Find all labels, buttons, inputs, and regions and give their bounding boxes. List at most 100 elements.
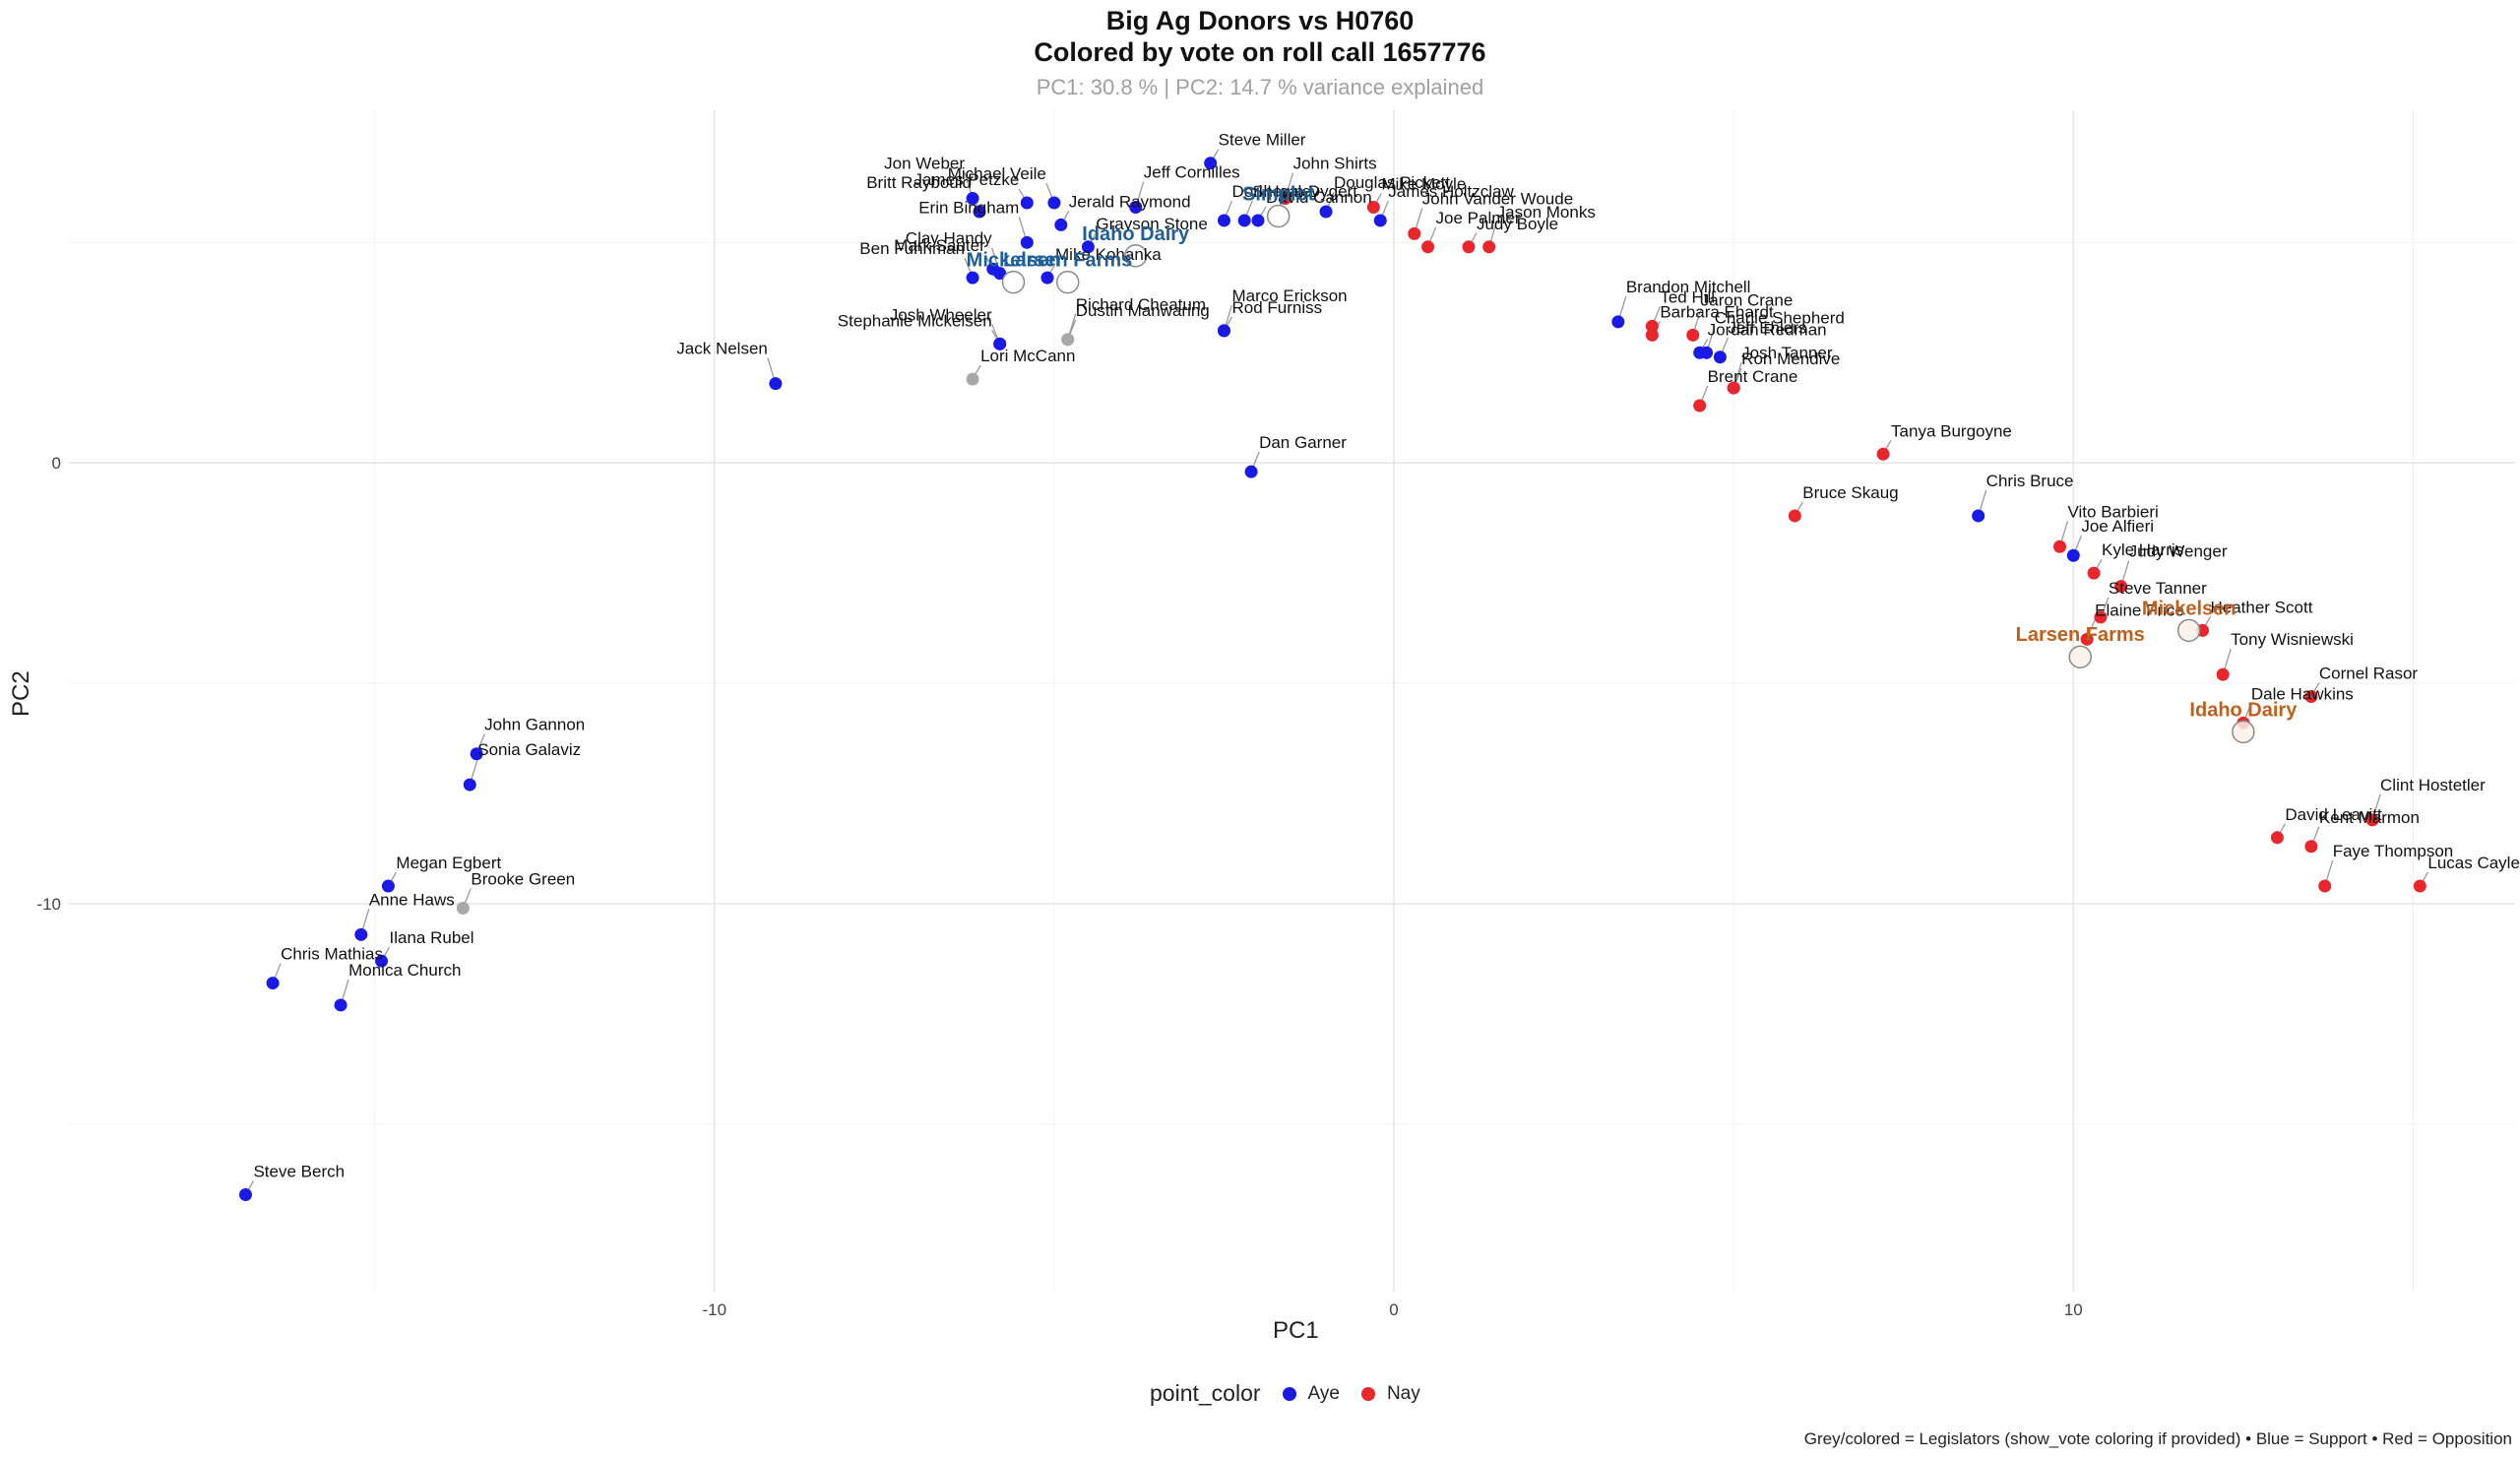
label-dan-garner: Dan Garner [1259, 433, 1347, 452]
grid-lines [69, 110, 2515, 1292]
point-jack-nelsen [769, 377, 783, 391]
point-chris-bruce [1972, 509, 1985, 523]
label-brent-crane: Brent Crane [1708, 367, 1798, 386]
label-john-vander-woude: John Vander Woude [1422, 189, 1573, 208]
point-douglas-pickett [1319, 205, 1333, 219]
point-david-leavitt [2270, 831, 2284, 845]
legend-nay-label: Nay [1386, 1382, 1420, 1404]
label-josh-wheeler: Josh Wheeler [890, 305, 992, 324]
label-james-petzke: James Petzke [914, 170, 1020, 189]
label-john-gannon: John Gannon [484, 716, 585, 734]
point-lucas-cayler [2413, 879, 2426, 893]
label-monica-church: Monica Church [348, 961, 461, 980]
point-elaine-price [2080, 632, 2094, 646]
label-shawn-dygert: Shawn Dygert [1252, 182, 1357, 201]
legend-aye-label: Aye [1307, 1382, 1340, 1404]
donor-point-idaho-dairy [1123, 244, 1148, 268]
label-steve-tanner: Steve Tanner [2109, 579, 2207, 598]
point-jerald-raymond [1054, 218, 1068, 231]
label-elaine-price: Elaine Price [2095, 601, 2184, 619]
legend-item-aye: Aye [1282, 1382, 1340, 1405]
label-dori-healey: Dori Healey [1231, 182, 1319, 201]
label-mike-kohanka: Mike Kohanka [1055, 245, 1162, 264]
label-brooke-green: Brooke Green [471, 869, 575, 888]
point-anne-haws [354, 927, 368, 941]
point-brandon-mitchell [1611, 315, 1625, 329]
label-ben-fuhriman: Ben Fuhriman [859, 239, 965, 258]
label-sonia-galaviz: Sonia Galaviz [477, 740, 581, 759]
legislator-points [238, 157, 2426, 1201]
label-charlie-shepherd: Charlie Shepherd [1715, 308, 1845, 327]
point-dan-garner [1244, 465, 1258, 478]
label-clint-hostetler: Clint Hostetler [2380, 776, 2486, 794]
label-michael-veile: Michael Veile [948, 164, 1046, 183]
label-ilana-rubel: Ilana Rubel [390, 928, 474, 947]
point-david-cannon [1251, 214, 1265, 227]
y-tick-label: 0 [52, 454, 61, 473]
point-chris-mathias [266, 977, 280, 990]
label-joe-alfieri: Joe Alfieri [2081, 517, 2154, 536]
label-steve-berch: Steve Berch [253, 1162, 345, 1180]
point-mike-moyle [1366, 201, 1380, 215]
point-joe-palmer [1421, 240, 1435, 254]
point-mike-kohanka [1040, 271, 1054, 285]
legend: point_color Aye Nay [1150, 1380, 1442, 1407]
donor-label-larsen-farms: Larsen Farms [1003, 250, 1132, 272]
label-ron-mendive: Ron Mendive [1741, 349, 1840, 368]
donor-label-mickelsen: Mickelsen [967, 250, 1061, 272]
point-john-gannon [470, 747, 483, 761]
point-ben-fuhriman [966, 271, 979, 285]
point-jason-monks [1482, 240, 1496, 254]
label-heather-scott: Heather Scott [2210, 598, 2312, 616]
variance-caption: PC1: 30.8 % | PC2: 14.7 % variance expla… [1036, 75, 1484, 99]
point-tony-wisniewski [2216, 667, 2230, 681]
point-lori-mccann [966, 372, 979, 386]
point-tanya-burgoyne [1876, 447, 1890, 461]
label-david-leavitt: David Leavitt [2285, 805, 2382, 824]
point-bruce-skaug [1788, 509, 1801, 523]
point-clint-hostetler [2365, 813, 2379, 827]
chart-subtitle: Colored by vote on roll call 1657776 [1034, 37, 1486, 67]
point-richard-cheatum [1061, 333, 1075, 347]
label-faye-thompson: Faye Thompson [2333, 842, 2454, 860]
point-megan-egbert [381, 879, 395, 893]
label-mike-moyle: Mike Moyle [1381, 175, 1466, 194]
label-jordan-redman: Jordan Redman [1708, 320, 1827, 339]
label-jeff-ehlers: Jeff Ehlers [1728, 319, 1806, 338]
legend-title: point_color [1150, 1380, 1261, 1406]
x-tick-label: -10 [702, 1300, 726, 1319]
donor-point-larsen-farms [2068, 645, 2092, 668]
label-chris-bruce: Chris Bruce [1986, 472, 2074, 490]
legend-nay-swatch [1360, 1386, 1375, 1401]
point-dori-healey [1217, 214, 1230, 227]
label-david-cannon: David Cannon [1266, 188, 1372, 207]
donor-point-simplot [1266, 204, 1291, 228]
point-monica-church [334, 998, 347, 1012]
donor-point-mickelsen [1001, 270, 1026, 294]
point-jon-weber [966, 192, 979, 206]
footnote: Grey/colored = Legislators (show_vote co… [1803, 1429, 2512, 1448]
label-judy-wenger: Judy Wenger [2129, 542, 2228, 561]
label-clay-handy: Clay Handy [906, 229, 992, 248]
y-axis-title: PC2 [8, 670, 34, 717]
label-jon-weber: Jon Weber [884, 155, 965, 173]
point-james-petzke [1020, 196, 1034, 210]
label-judy-boyle: Judy Boyle [1477, 215, 1558, 233]
point-judy-boyle [1462, 240, 1476, 254]
donor-label-mickelsen: Mickelsen [2142, 598, 2236, 619]
point-michael-veile [1047, 196, 1061, 210]
point-kyle-harris [2087, 566, 2101, 580]
point-sonia-galaviz [463, 778, 476, 792]
label-barbara-ehardt: Barbara Ehardt [1660, 302, 1774, 321]
label-tony-wisniewski: Tony Wisniewski [2231, 630, 2354, 649]
axis-ticks: -10 0 10 0 -10 [36, 454, 2082, 1319]
label-joe-palmer: Joe Palmer [1436, 209, 1521, 227]
donor-label-idaho-dairy: Idaho Dairy [2189, 699, 2298, 721]
point-britt-raybould [973, 205, 986, 219]
point-erin-bingham [1020, 235, 1034, 249]
x-axis-title: PC1 [1273, 1317, 1319, 1344]
donor-point-larsen-farms [1055, 270, 1080, 294]
label-kent-marmon: Kent Marmon [2319, 808, 2420, 827]
point-jaron-crane [1686, 328, 1700, 342]
